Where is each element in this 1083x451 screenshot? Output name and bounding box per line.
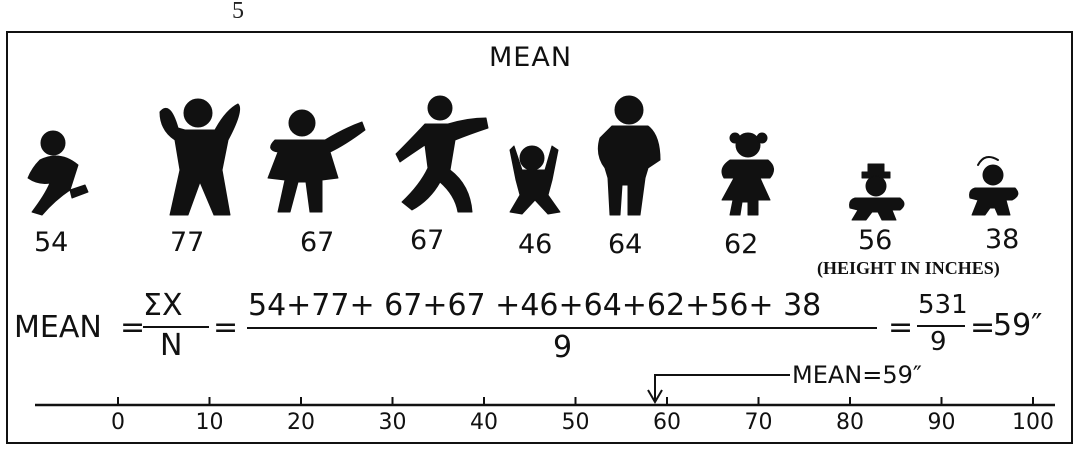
formula-count: 9 bbox=[553, 330, 573, 365]
formula-equals-3: = bbox=[888, 310, 914, 345]
child-figure-6 bbox=[597, 95, 661, 216]
formula-equals-2: = bbox=[213, 310, 239, 345]
child-figure-9 bbox=[969, 155, 1019, 216]
axis-tick-label-70: 70 bbox=[744, 410, 773, 435]
formula-total-count: 9 bbox=[930, 327, 947, 357]
formula-total: 531 bbox=[918, 290, 968, 320]
mean-callout: MEAN=59″ bbox=[792, 361, 922, 389]
axis-tick-label-60: 60 bbox=[653, 410, 681, 435]
axis-tick-label-20: 20 bbox=[287, 410, 315, 435]
formula-equals-4: = bbox=[970, 310, 996, 345]
child-figure-3 bbox=[267, 109, 366, 213]
formula-result: 59″ bbox=[993, 308, 1043, 343]
unit-note: (HEIGHT IN INCHES) bbox=[817, 258, 1000, 278]
mean-arrow-head bbox=[647, 389, 663, 404]
height-label-5: 46 bbox=[518, 229, 553, 260]
illustration-frame bbox=[6, 31, 1073, 444]
diagram-title: MEAN bbox=[489, 42, 573, 73]
height-label-1: 54 bbox=[34, 227, 69, 258]
height-label-7: 62 bbox=[724, 229, 759, 260]
axis-tick-label-40: 40 bbox=[470, 410, 498, 435]
formula-n: N bbox=[160, 328, 183, 363]
axis-tick-label-0: 0 bbox=[111, 410, 125, 435]
axis-tick-label-10: 10 bbox=[195, 410, 224, 435]
axis-tick-label-30: 30 bbox=[378, 410, 407, 435]
height-label-3: 67 bbox=[300, 227, 335, 258]
fraction-bar-1 bbox=[143, 326, 209, 328]
fraction-bar-3 bbox=[917, 325, 965, 327]
height-label-8: 56 bbox=[858, 225, 893, 256]
axis-tick-label-80: 80 bbox=[836, 410, 864, 435]
height-label-6: 64 bbox=[608, 229, 643, 260]
child-figure-1 bbox=[27, 130, 89, 216]
child-figure-5 bbox=[509, 145, 561, 215]
child-figure-4 bbox=[395, 95, 489, 213]
formula-lhs: MEAN bbox=[14, 310, 102, 345]
height-label-2: 77 bbox=[170, 227, 205, 258]
child-figure-8 bbox=[849, 163, 905, 221]
height-label-4: 67 bbox=[410, 225, 445, 256]
formula-sigma-x: ΣX bbox=[143, 288, 183, 323]
formula-equals-1: = bbox=[120, 310, 146, 345]
page-number: 5 bbox=[232, 0, 244, 24]
axis-tick-label-90: 90 bbox=[927, 410, 956, 435]
mean-pointer-line bbox=[654, 374, 790, 400]
child-figure-7 bbox=[721, 132, 774, 216]
axis-tick-label-50: 50 bbox=[561, 410, 590, 435]
child-figure-2 bbox=[159, 98, 241, 216]
height-label-9: 38 bbox=[985, 224, 1020, 255]
formula-sum: 54+77+ 67+67 +46+64+62+56+ 38 bbox=[248, 288, 822, 323]
axis-tick-label-100: 100 bbox=[1012, 410, 1054, 435]
fraction-bar-2 bbox=[247, 327, 877, 329]
